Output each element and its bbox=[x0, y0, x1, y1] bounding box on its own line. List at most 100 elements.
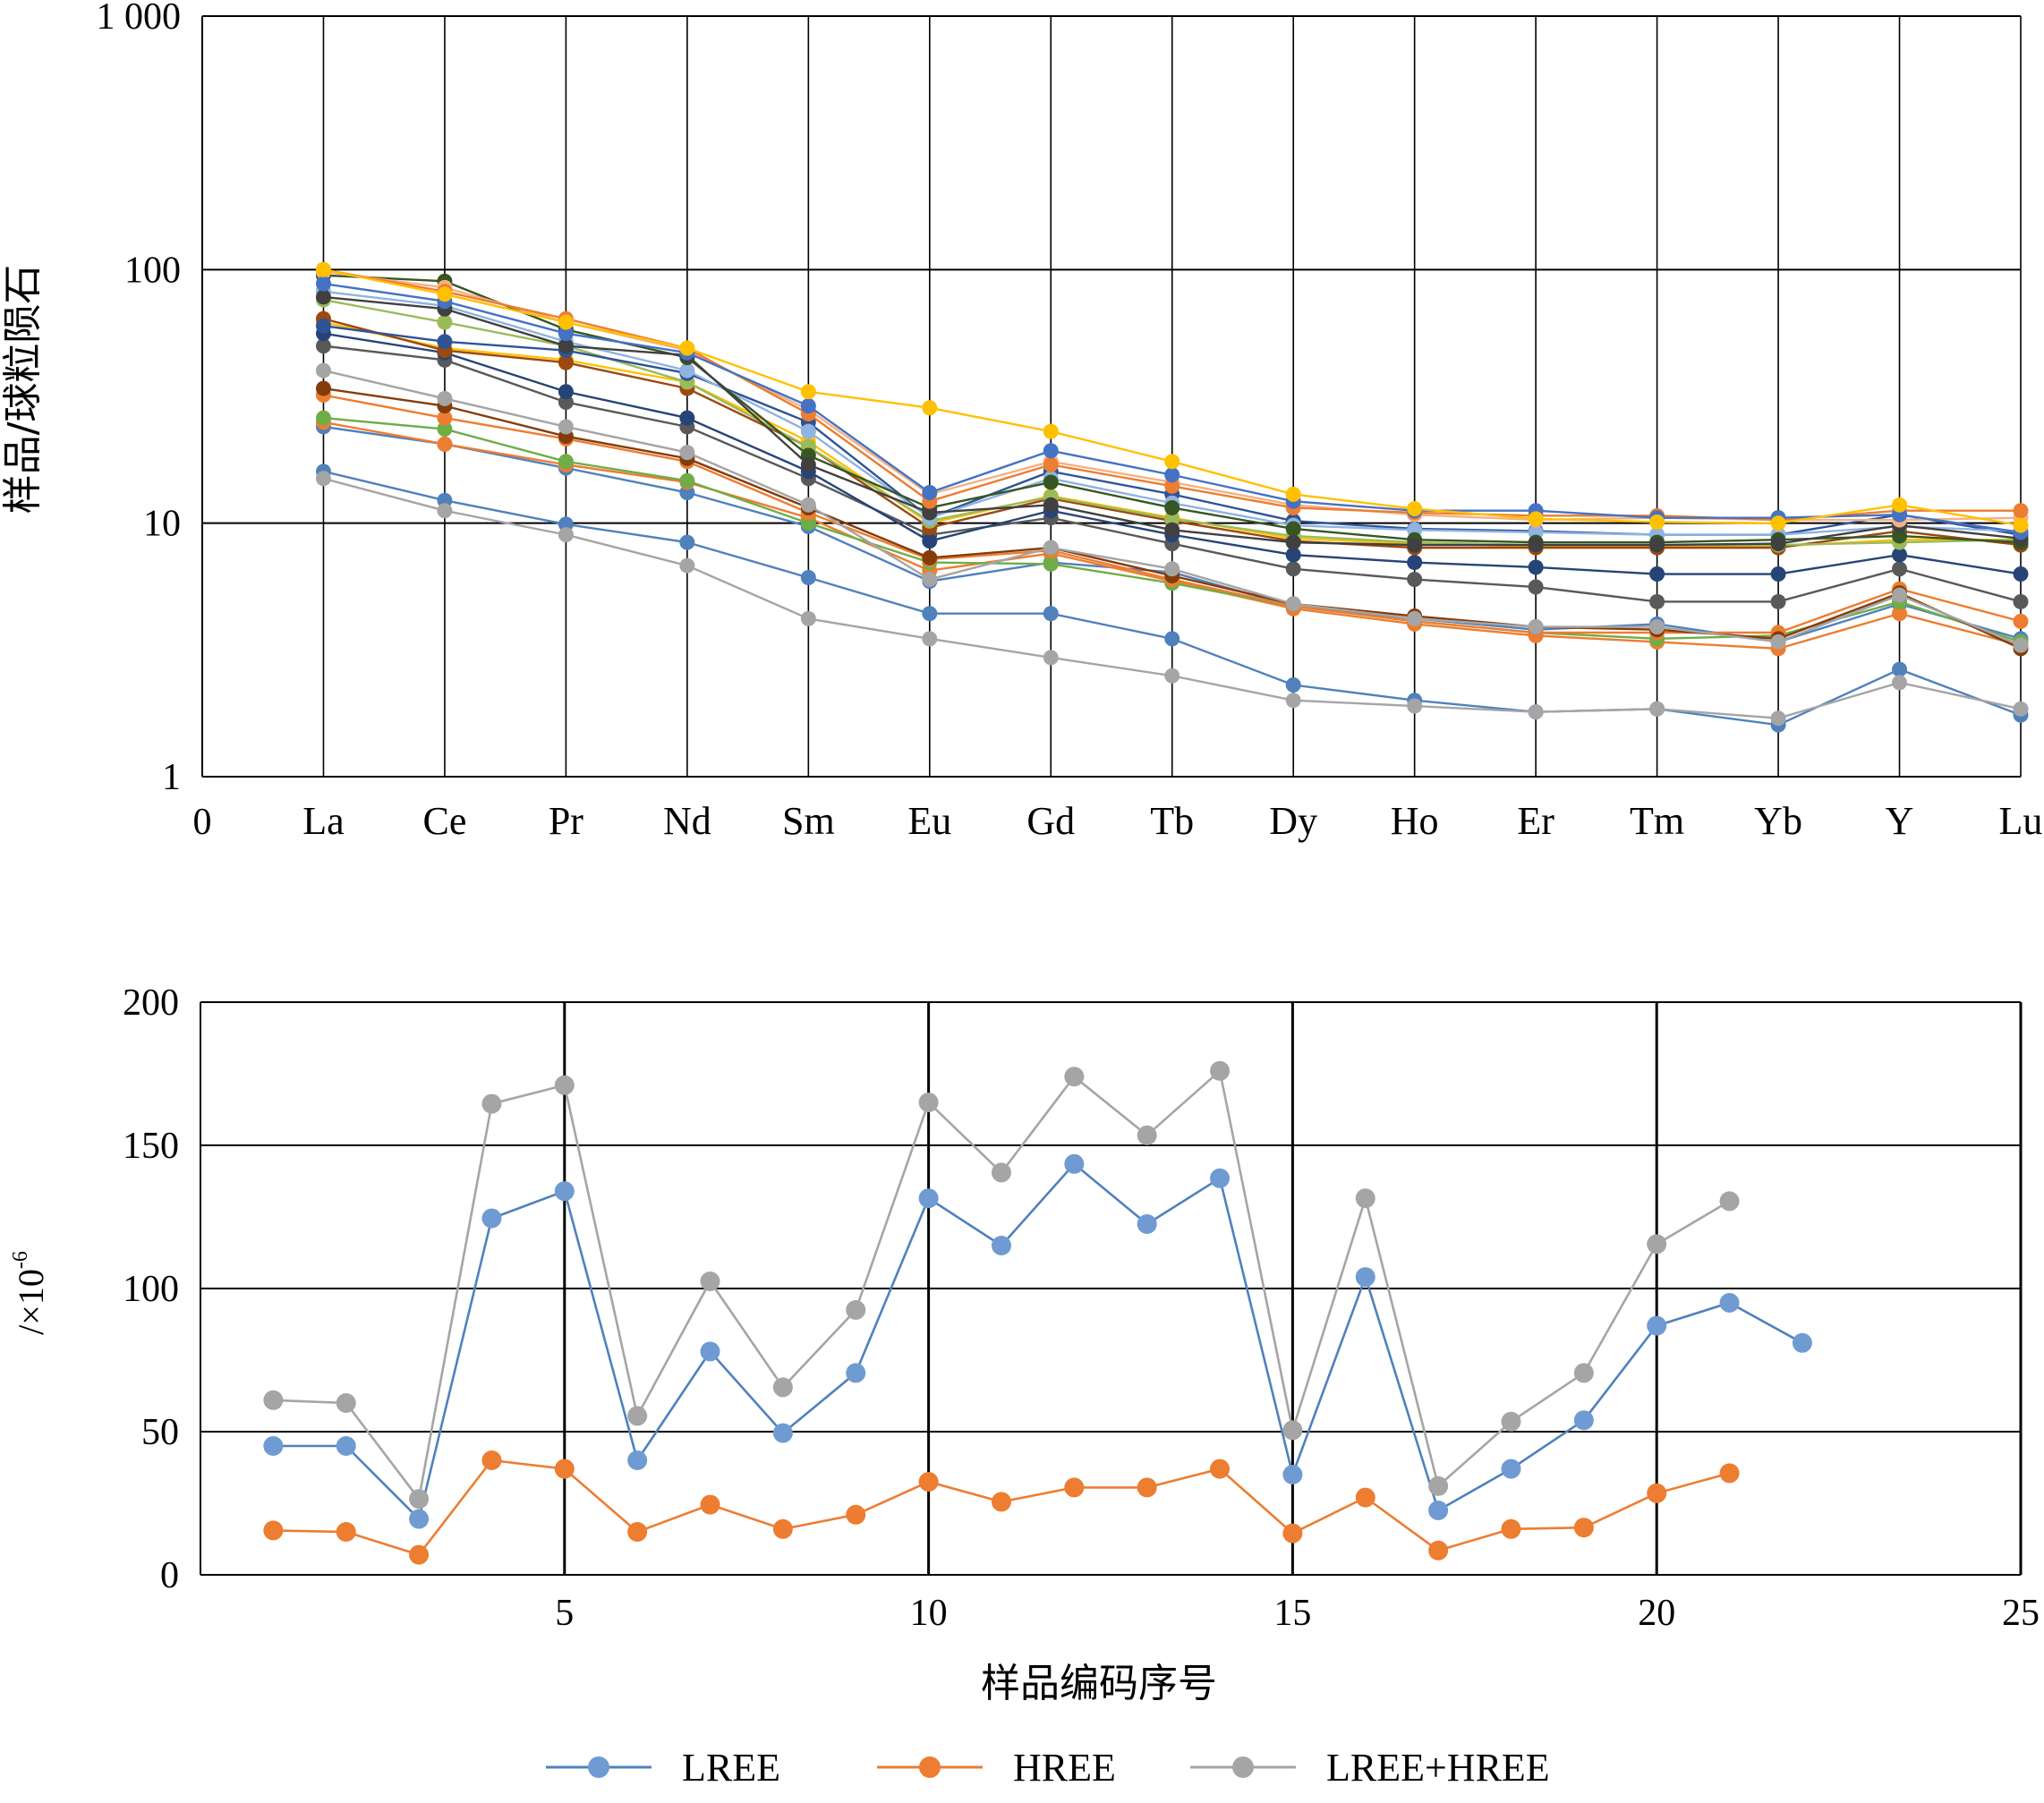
top-series-8 bbox=[315, 362, 2029, 653]
data-point bbox=[800, 456, 816, 472]
top-y-tick-label: 1 bbox=[162, 757, 181, 798]
top-series-9 bbox=[315, 338, 2029, 609]
data-point bbox=[1649, 701, 1665, 717]
data-point bbox=[918, 1188, 939, 1209]
data-point bbox=[1282, 1465, 1303, 1484]
data-point bbox=[679, 445, 695, 461]
data-point bbox=[1407, 501, 1423, 517]
data-point bbox=[1407, 537, 1423, 553]
top-x-tick-label: Eu bbox=[907, 799, 951, 843]
series-line bbox=[273, 1162, 1803, 1522]
data-point bbox=[2013, 613, 2029, 629]
data-point bbox=[1043, 540, 1059, 556]
data-point bbox=[1647, 1483, 1667, 1503]
data-point bbox=[991, 1236, 1011, 1255]
data-point bbox=[800, 398, 816, 414]
data-point bbox=[800, 423, 816, 439]
data-point bbox=[1043, 556, 1059, 572]
data-point bbox=[1137, 1125, 1157, 1145]
data-point bbox=[1285, 486, 1301, 502]
data-point bbox=[315, 318, 331, 334]
data-point bbox=[1528, 537, 1544, 553]
bottom-y-tick-label: 0 bbox=[160, 1555, 179, 1596]
top-x-tick-label: Er bbox=[1517, 799, 1554, 843]
data-point bbox=[1649, 514, 1665, 530]
data-point bbox=[1210, 1168, 1231, 1188]
data-point bbox=[1573, 1518, 1594, 1538]
data-point bbox=[1043, 474, 1059, 490]
data-point bbox=[315, 410, 331, 426]
top-x-tick-label: 0 bbox=[193, 802, 212, 843]
ylabel-superscript: -6 bbox=[9, 1251, 32, 1269]
top-x-tick-label: Nd bbox=[663, 799, 711, 843]
bottom-chart-x-axis-label: 样品编码序号 bbox=[981, 1661, 1217, 1706]
data-point bbox=[1719, 1191, 1740, 1212]
data-point bbox=[1770, 593, 1786, 609]
data-point bbox=[554, 1181, 575, 1202]
data-point bbox=[1043, 456, 1059, 472]
top-series-21 bbox=[315, 261, 2029, 533]
data-point bbox=[679, 410, 695, 426]
legend-item-lree: LREE bbox=[546, 1746, 780, 1790]
data-point bbox=[1164, 478, 1180, 494]
top-y-tick-label: 1 000 bbox=[97, 0, 182, 38]
data-point bbox=[1064, 1477, 1085, 1498]
data-point bbox=[1137, 1214, 1157, 1234]
data-point bbox=[679, 340, 695, 356]
data-point bbox=[481, 1450, 502, 1470]
data-point bbox=[1528, 704, 1544, 720]
data-point bbox=[922, 631, 938, 647]
data-point bbox=[1647, 1234, 1667, 1254]
data-point bbox=[558, 454, 574, 470]
data-point bbox=[1164, 511, 1180, 527]
data-point bbox=[1164, 561, 1180, 577]
data-point bbox=[1210, 1459, 1231, 1479]
data-point bbox=[1164, 522, 1180, 538]
legend-label: LREE+HREE bbox=[1326, 1746, 1550, 1790]
data-point bbox=[1407, 572, 1423, 588]
data-point bbox=[1573, 1410, 1594, 1431]
top-x-tick-label: Gd bbox=[1026, 799, 1075, 843]
data-point bbox=[1355, 1267, 1375, 1288]
data-point bbox=[558, 314, 574, 330]
data-point bbox=[1892, 661, 1908, 677]
data-point bbox=[1355, 1487, 1375, 1508]
top-x-tick-label: Tm bbox=[1630, 799, 1684, 843]
data-point bbox=[918, 1093, 939, 1112]
data-point bbox=[1164, 499, 1180, 515]
data-point bbox=[263, 1520, 284, 1541]
data-point bbox=[627, 1450, 648, 1470]
data-point bbox=[1528, 579, 1544, 595]
data-point bbox=[558, 384, 574, 400]
data-point bbox=[2013, 566, 2029, 583]
legend-marker bbox=[588, 1756, 609, 1778]
data-point bbox=[437, 421, 453, 438]
top-x-tick-label: La bbox=[302, 799, 344, 843]
top-x-tick-label: Tb bbox=[1150, 799, 1194, 843]
data-point bbox=[437, 334, 453, 350]
data-point bbox=[481, 1093, 502, 1114]
data-point bbox=[700, 1494, 720, 1515]
data-point bbox=[922, 572, 938, 588]
data-point bbox=[627, 1406, 648, 1426]
data-point bbox=[1285, 547, 1301, 563]
data-point bbox=[1164, 631, 1180, 647]
data-point bbox=[1647, 1315, 1667, 1336]
legend-label: LREE bbox=[682, 1746, 780, 1790]
data-point bbox=[1528, 619, 1544, 635]
data-point bbox=[437, 286, 453, 302]
data-point bbox=[558, 516, 574, 532]
bottom-x-tick-label: 25 bbox=[2002, 1593, 2040, 1634]
data-point bbox=[437, 314, 453, 330]
data-point bbox=[336, 1393, 356, 1413]
data-point bbox=[481, 1208, 502, 1229]
data-point bbox=[846, 1363, 866, 1383]
data-point bbox=[1892, 497, 1908, 513]
data-point bbox=[1892, 606, 1908, 622]
data-point bbox=[1407, 610, 1423, 626]
data-point bbox=[1770, 515, 1786, 532]
data-point bbox=[1892, 528, 1908, 544]
bottom-series-lree bbox=[263, 1153, 1812, 1529]
data-point bbox=[1282, 1523, 1303, 1544]
